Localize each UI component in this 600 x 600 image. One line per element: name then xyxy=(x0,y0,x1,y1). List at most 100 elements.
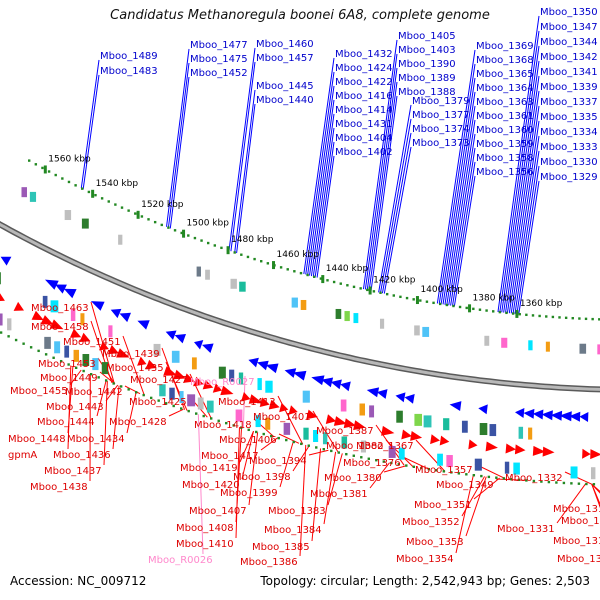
label-connector xyxy=(96,380,107,417)
label-connector xyxy=(556,483,586,524)
reverse-gene-mark xyxy=(449,401,462,411)
cog-category-mark xyxy=(118,234,123,245)
gene-label: Mboo_1483 xyxy=(100,66,158,77)
scale-dot xyxy=(81,187,84,190)
gene-label: Mboo_1386 xyxy=(240,557,298,568)
scale-dot xyxy=(120,206,124,209)
scale-dot xyxy=(558,316,561,319)
label-connector xyxy=(402,456,430,470)
label-connector xyxy=(124,385,141,395)
gene-label: Mboo_1374 xyxy=(412,124,470,135)
scale-label: 1460 kbp xyxy=(277,250,320,260)
scale-dot xyxy=(114,203,117,206)
scale-dot xyxy=(465,306,468,310)
scale-dot xyxy=(97,376,100,379)
label-connector xyxy=(241,431,254,480)
scale-dot xyxy=(525,313,528,317)
scale-dot xyxy=(87,190,91,194)
scale-dot xyxy=(279,266,283,269)
gene-label: Mboo_1376 xyxy=(343,458,401,469)
forward-gene-mark xyxy=(325,414,337,424)
cog-category-mark xyxy=(353,313,359,324)
gene-label: Mboo_1438 xyxy=(30,482,88,493)
gene-label: Mboo_1399 xyxy=(220,488,278,499)
label-connector xyxy=(497,15,540,312)
scale-dot xyxy=(564,316,568,320)
label-connector xyxy=(455,475,474,554)
scale-dot xyxy=(584,317,588,321)
cog-category-mark xyxy=(303,427,309,440)
label-connector xyxy=(510,120,540,314)
forward-gene-mark xyxy=(212,383,223,393)
reverse-gene-mark xyxy=(202,343,214,353)
scale-dot xyxy=(160,223,163,227)
label-connector xyxy=(260,437,278,451)
forward-gene-mark xyxy=(401,429,412,440)
gene-label: Mboo_1356 xyxy=(476,167,534,178)
reverse-gene-mark xyxy=(366,387,380,398)
forward-gene-mark xyxy=(0,293,5,301)
scale-dot xyxy=(213,244,217,247)
scale-dot xyxy=(372,290,376,293)
gene-label: Mboo_1475 xyxy=(190,54,248,65)
label-connector xyxy=(378,104,412,293)
cog-category-mark xyxy=(0,313,3,326)
gene-label: Mboo_1455 xyxy=(10,386,68,397)
cog-category-mark xyxy=(484,335,490,346)
scale-dot xyxy=(67,363,70,366)
scale-dot xyxy=(322,448,325,451)
reverse-gene-mark xyxy=(119,312,131,323)
gene-label: Mboo_1364 xyxy=(476,83,534,94)
scale-dot xyxy=(127,388,130,391)
cog-category-mark xyxy=(92,358,99,371)
scale-dot xyxy=(472,474,476,477)
gene-label: Mboo_1354 xyxy=(396,554,454,565)
forward-gene-mark xyxy=(241,392,251,402)
label-connector xyxy=(452,161,476,306)
cog-category-mark xyxy=(414,413,423,426)
forward-gene-mark xyxy=(288,405,298,415)
scale-dot xyxy=(255,430,258,434)
cog-category-mark xyxy=(322,432,328,445)
forward-gene-mark xyxy=(163,366,178,376)
scale-dot xyxy=(179,407,183,410)
scale-dot xyxy=(107,200,110,203)
cog-category-mark xyxy=(54,341,61,354)
forward-gene-mark xyxy=(333,416,347,426)
cog-category-mark xyxy=(579,343,587,354)
forward-gene-mark xyxy=(410,431,423,441)
scale-dot xyxy=(195,412,198,415)
reverse-gene-mark xyxy=(523,408,535,419)
scale-dot xyxy=(359,287,362,290)
cog-category-mark xyxy=(230,278,237,289)
gene-label: Mboo_1373 xyxy=(412,138,470,149)
scale-dot xyxy=(119,385,123,388)
reverse-gene-mark xyxy=(63,288,77,299)
scale-dot xyxy=(326,279,329,282)
label-connector xyxy=(440,77,476,305)
scale-dot xyxy=(547,480,551,484)
cog-category-mark xyxy=(171,350,180,363)
label-connector xyxy=(236,103,256,254)
scale-dot xyxy=(277,436,280,440)
scale-dot xyxy=(127,209,130,212)
forward-gene-mark xyxy=(107,344,119,355)
scale-dot xyxy=(74,366,78,370)
reverse-gene-mark xyxy=(541,410,553,421)
label-connector xyxy=(303,57,335,275)
label-connector xyxy=(516,165,540,314)
cog-category-mark xyxy=(265,380,273,393)
label-connector xyxy=(122,335,145,396)
reverse-gene-mark xyxy=(550,410,563,421)
forward-gene-mark xyxy=(183,373,195,383)
scale-dot xyxy=(485,309,488,312)
label-connector xyxy=(312,127,335,277)
gene-label: Mboo_1403 xyxy=(398,45,456,56)
scale-dot xyxy=(260,260,263,263)
label-connector xyxy=(383,465,407,473)
major-tick xyxy=(43,165,47,174)
scale-dot xyxy=(299,271,303,275)
label-connector xyxy=(415,439,446,472)
gene-label: Mboo_1347 xyxy=(540,22,598,33)
gene-label: Mboo_1418 xyxy=(194,420,252,431)
